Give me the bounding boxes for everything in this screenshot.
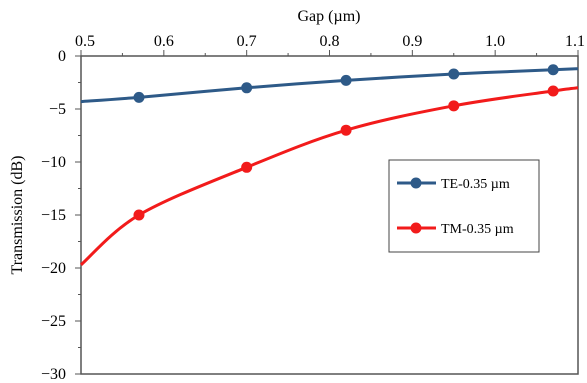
- y-tick-label: −15: [41, 207, 66, 224]
- series-0-point: [241, 82, 253, 94]
- x-axis-title: Gap (µm): [298, 8, 361, 25]
- x-tick-label: 0.8: [320, 33, 340, 50]
- series-0-point: [340, 74, 352, 86]
- y-tick-label: −10: [41, 154, 66, 171]
- series-1-point: [448, 100, 460, 112]
- x-tick-label: 0.5: [75, 33, 95, 50]
- legend-label-0: TE-0.35 µm: [441, 177, 510, 192]
- x-tick-label: 0.6: [154, 33, 174, 50]
- y-axis-title: Transmission (dB): [9, 156, 26, 275]
- series-1-point: [547, 85, 559, 97]
- legend-entries: TE-0.35 µm TM-0.35 µm: [397, 177, 514, 237]
- legend-box: [388, 159, 540, 253]
- x-tick-label: 0.9: [402, 33, 422, 50]
- series-0-point: [547, 64, 559, 76]
- series-1-point: [340, 124, 352, 136]
- series-0-point: [448, 68, 460, 80]
- legend: TE-0.35 µm TM-0.35 µm: [388, 159, 540, 253]
- x-tick-label: 1.0: [485, 33, 505, 50]
- y-tick-label: −30: [41, 366, 66, 383]
- legend-marker-1: [410, 222, 422, 234]
- y-tick-label: −5: [49, 101, 66, 118]
- legend-label-1: TM-0.35 µm: [441, 222, 514, 237]
- x-tick-label: 0.7: [237, 33, 257, 50]
- legend-marker-0: [410, 177, 422, 189]
- x-tick-label: 1.1: [565, 33, 585, 50]
- y-tick-label: −25: [41, 313, 66, 330]
- series-0-point: [133, 91, 145, 103]
- y-axis-ticks: 0 −5 −10 −15 −20 −25 −30: [41, 48, 81, 383]
- series-markers: [133, 64, 559, 221]
- series-1-point: [241, 161, 253, 173]
- y-tick-label: 0: [58, 48, 66, 65]
- series-1-point: [133, 209, 145, 221]
- y-tick-label: −20: [41, 260, 66, 277]
- x-axis-ticks: 0.5 0.6 0.7 0.8 0.9 1.0 1.1: [75, 33, 585, 56]
